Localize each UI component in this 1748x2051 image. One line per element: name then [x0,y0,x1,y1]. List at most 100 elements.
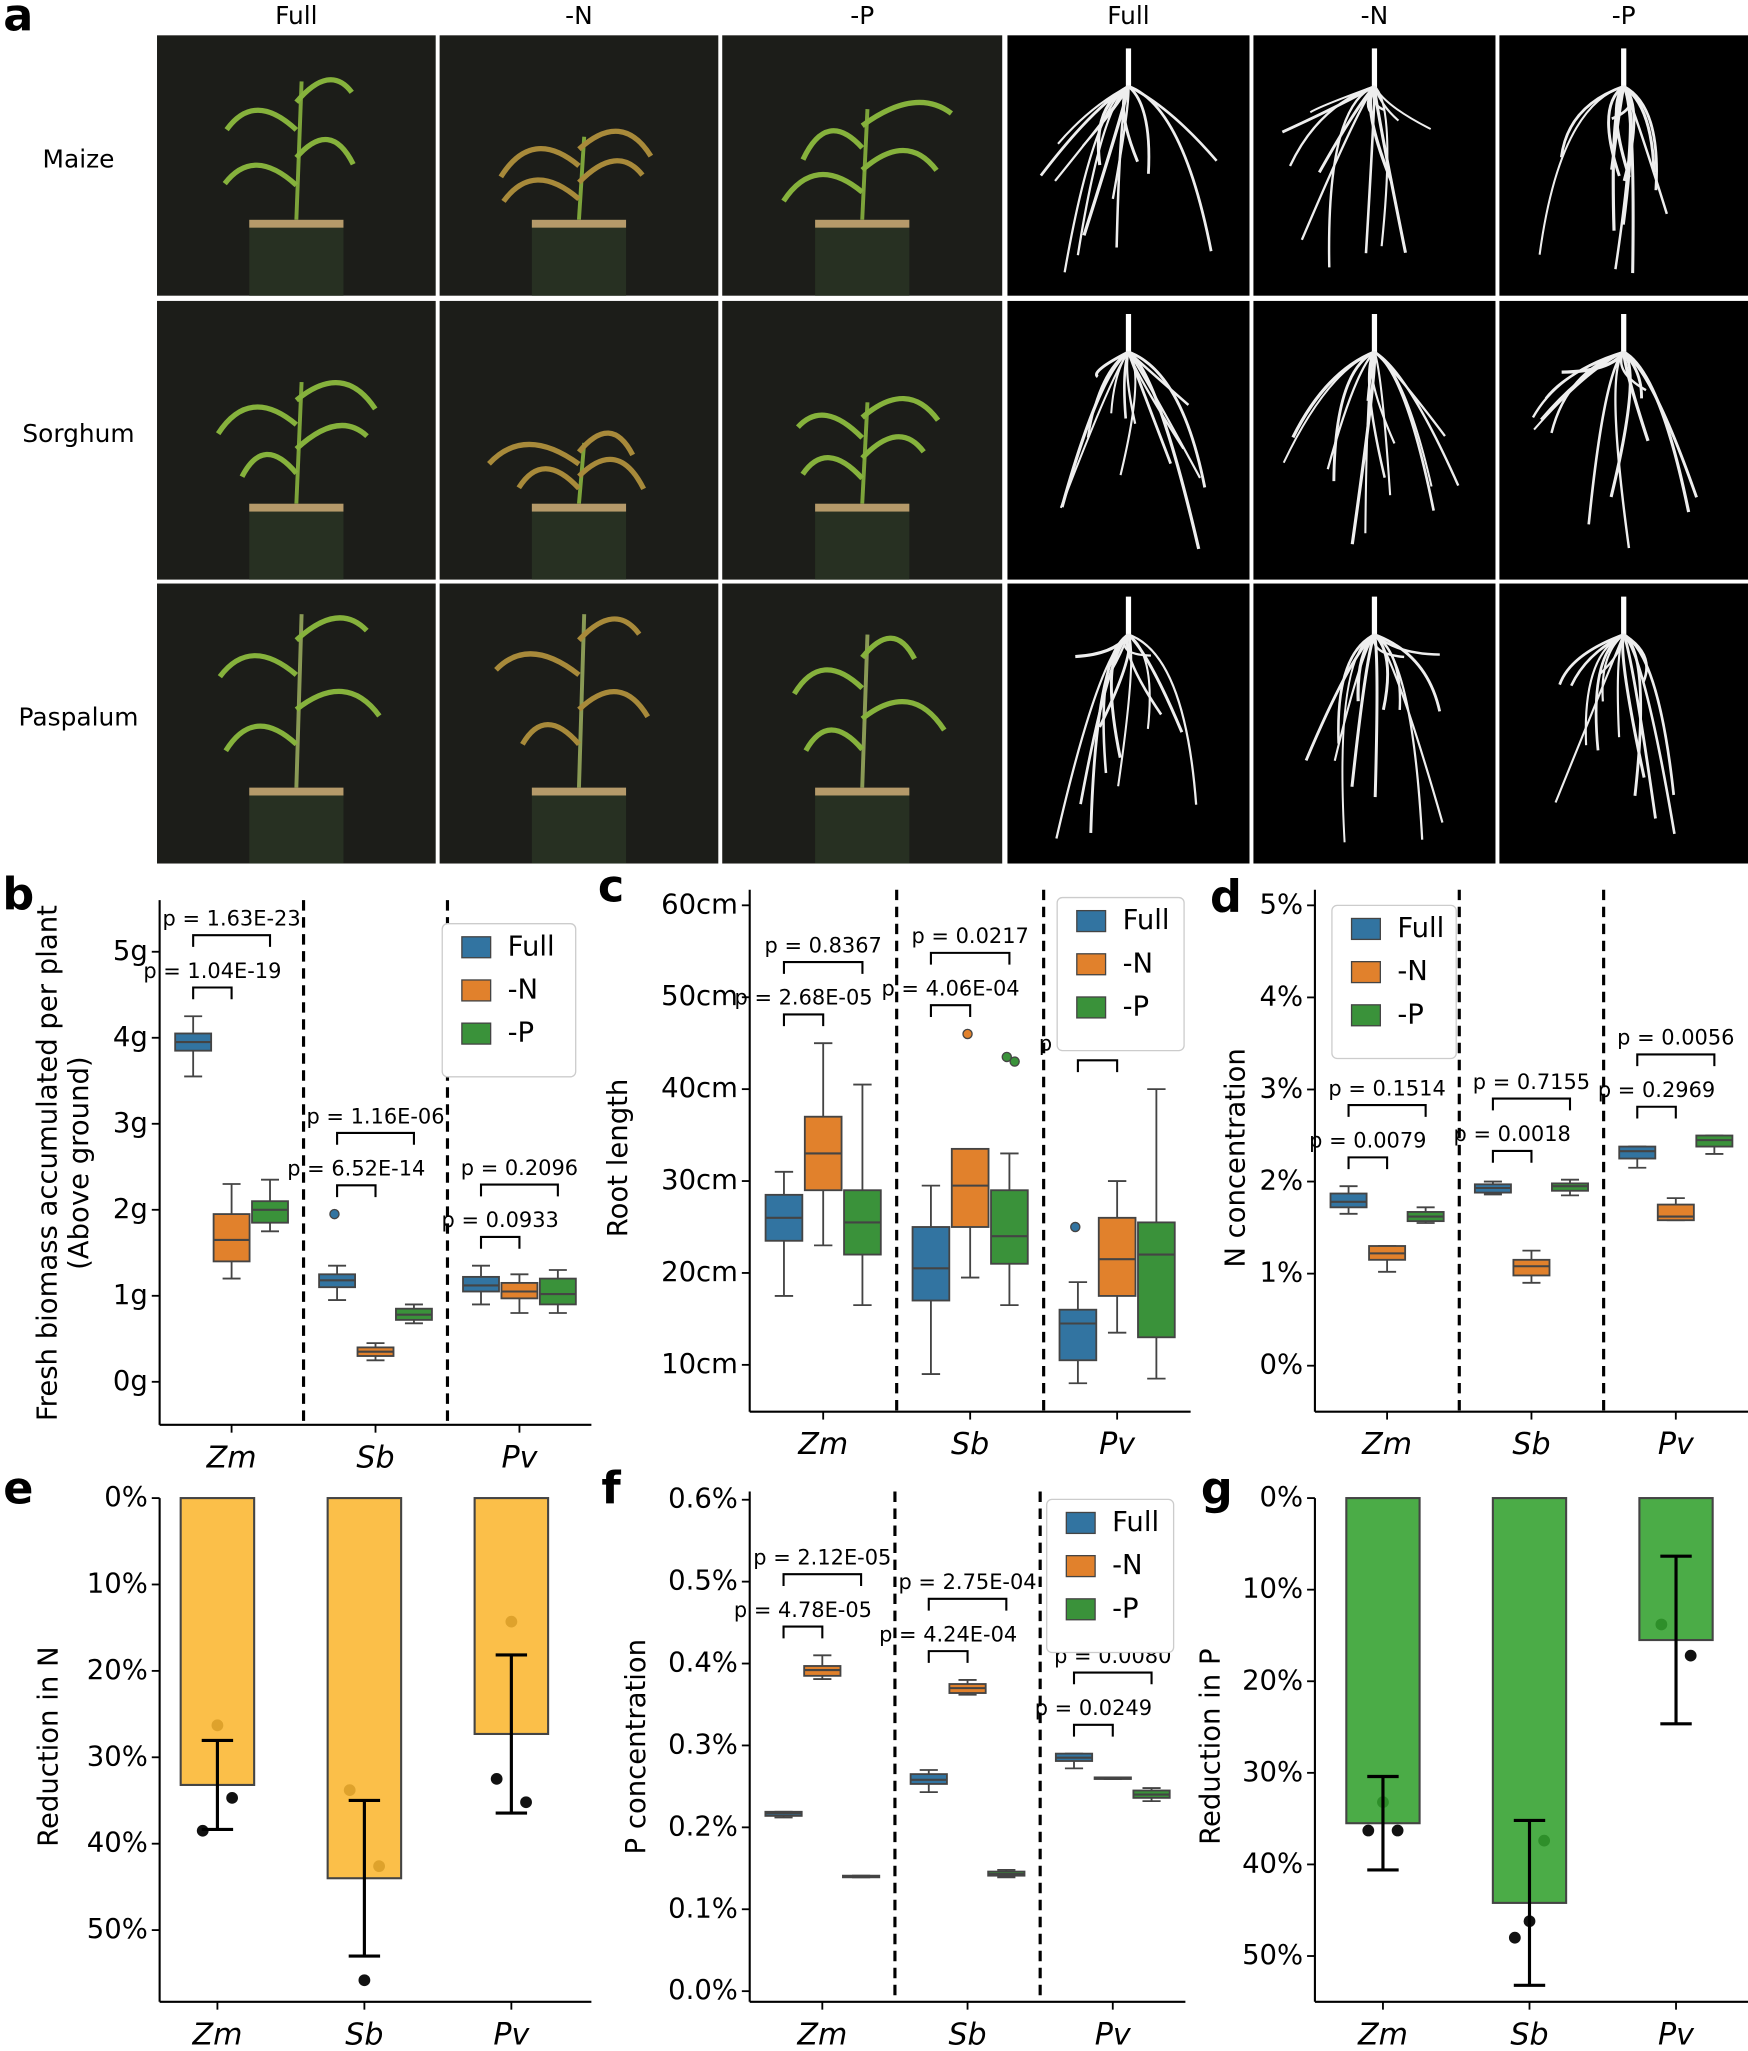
root [1622,85,1636,182]
leaf [223,723,299,753]
p-value: p = 6.52E-14 [287,1157,425,1181]
leaf [224,107,299,132]
leaf [800,128,865,161]
whisker [510,1298,529,1314]
significance-bracket [1072,1671,1153,1685]
leaf [494,651,581,677]
data-point [1508,1931,1521,1944]
legend-swatch [461,936,492,959]
legend-label: Full [1123,905,1170,936]
stem [294,81,304,220]
legend-label: Full [1112,1507,1159,1538]
leaf [294,422,369,451]
p-value: p = 0.2969 [1598,1078,1715,1102]
leaf [860,699,947,732]
legend-swatch [1350,1004,1381,1027]
row-label: Sorghum [22,419,134,448]
x-tick-label: Pv [1658,2017,1695,2051]
legend-swatch [461,1022,492,1045]
leaf [520,722,581,746]
leaf [860,147,939,172]
legend-swatch [1065,1554,1096,1578]
y-tick-label: 10% [1242,1574,1303,1605]
bar [179,1497,256,1786]
p-value: p = 0.1514 [1328,1076,1445,1100]
root [1059,351,1130,509]
significance-bracket [1491,1097,1572,1111]
x-tick-label: Sb [951,1427,989,1462]
whisker [222,1261,241,1280]
p-value: p = 0.0079 [1309,1129,1426,1153]
y-tick-label: 50cm [661,981,738,1012]
y-tick-label: 0.3% [668,1729,738,1760]
x-tick-label: Sb [356,1440,394,1475]
significance-bracket [192,986,233,1000]
whisker [184,1015,203,1034]
pot [249,503,344,580]
y-tick-label: 50% [87,1914,148,1945]
root [1332,350,1376,482]
whisker [1147,1088,1166,1223]
panel-label: g [1201,1464,1233,1515]
column-header: -N [1361,1,1389,30]
data-point [358,1974,371,1987]
p-value: p = 0.0933 [442,1208,559,1232]
legend-label: -P [1112,1593,1138,1624]
significance-bracket [927,1650,969,1663]
pot [815,219,910,296]
root [1622,633,1643,796]
significance-bracket [1491,1149,1533,1163]
y-tick-label: 5% [1260,889,1304,920]
legend-swatch [1350,960,1381,984]
whisker [1522,1275,1541,1284]
pot [815,787,910,864]
leaf [577,456,646,491]
leaf [294,688,382,718]
root [1366,85,1376,116]
x-tick-label: Sb [1512,1427,1550,1462]
whisker [1064,1761,1084,1770]
box [1512,1258,1551,1277]
whisker [1107,1295,1127,1334]
whisker [1000,1152,1019,1191]
legend-label: -N [1397,956,1427,987]
whisker [1522,1249,1541,1260]
legend-swatch [1076,953,1107,976]
stem [294,614,304,788]
root [1350,633,1376,787]
significance-bracket [192,934,272,947]
pot [531,219,627,296]
x-tick-label: Zm [797,1427,848,1462]
legend-swatch [1076,996,1107,1019]
y-axis-label: Reduction in P [1196,1648,1227,1844]
x-tick-label: Sb [948,2017,986,2051]
p-value: p = 0.2096 [461,1156,578,1180]
x-tick-label: Sb [345,2017,383,2051]
y-tick-label: 30% [87,1741,148,1772]
whisker [328,1287,347,1302]
leaf [294,136,356,166]
x-tick-label: Zm [1357,2017,1408,2051]
root [1127,633,1151,729]
root [1288,85,1375,167]
x-tick-label: Zm [796,2017,847,2051]
soil [531,787,627,796]
y-tick-label: 30cm [661,1165,738,1196]
x-tick-label: Pv [1095,2017,1132,2051]
y-axis-label: Fresh biomass accumulated per plant [32,905,63,1421]
outlier [329,1208,340,1220]
leaf [294,615,369,643]
box [911,1226,951,1302]
root [1128,633,1198,805]
panel-label: a [3,0,33,41]
whisker [472,1291,491,1306]
p-value: p = 4.24E-04 [879,1622,1017,1646]
bar [1345,1497,1421,1825]
significance-bracket [336,1184,377,1198]
leaf [577,158,645,185]
root [1128,85,1213,252]
significance-bracket [1636,1053,1716,1067]
leaf [215,404,299,436]
error-bar [1660,1554,1692,1726]
